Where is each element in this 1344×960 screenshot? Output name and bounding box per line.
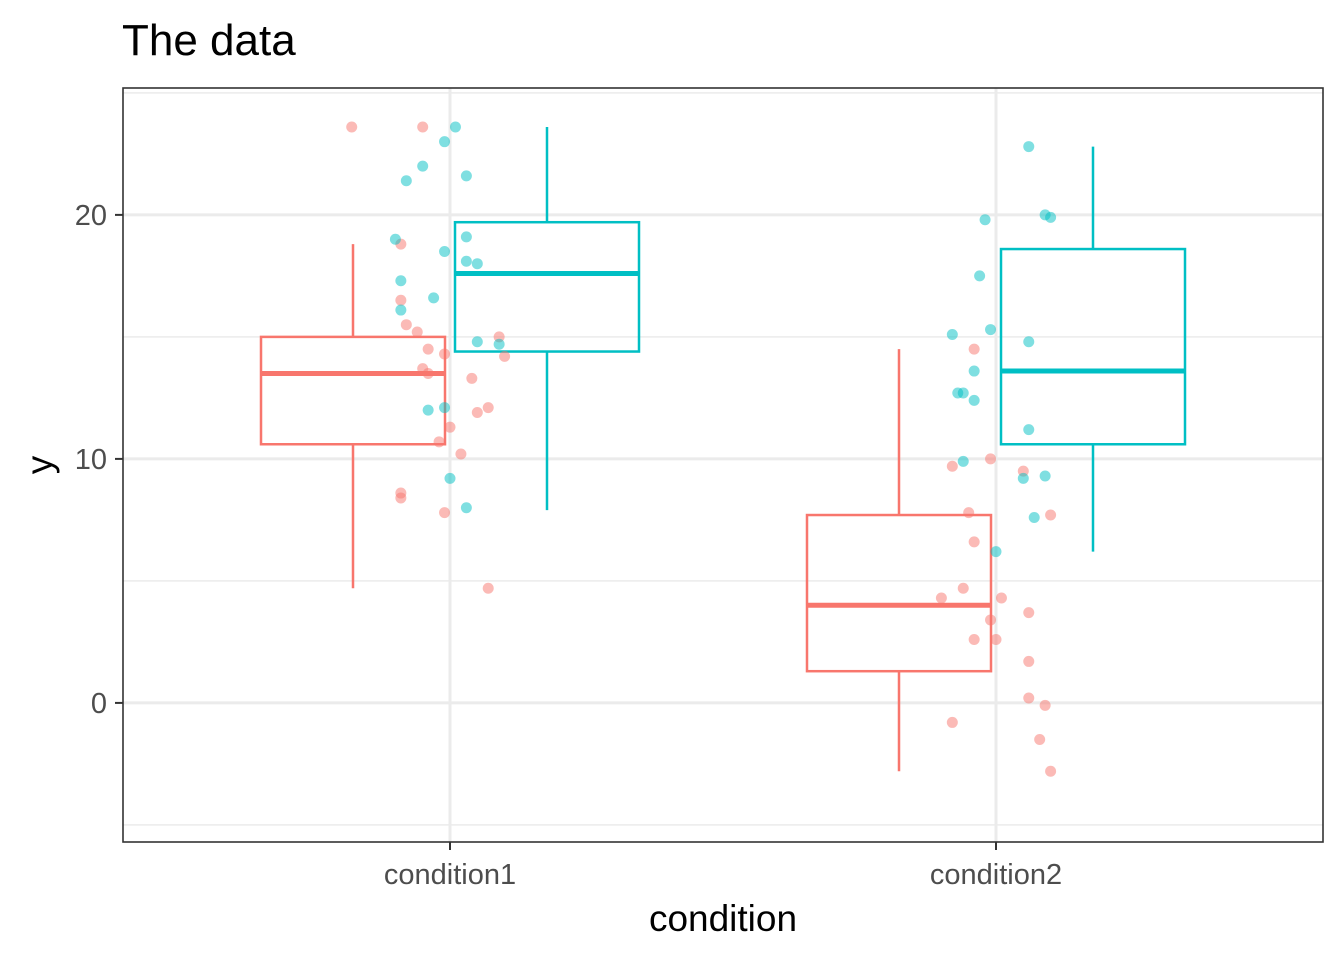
data-point [968, 365, 980, 377]
data-point [1045, 509, 1057, 521]
data-point [1017, 472, 1029, 484]
data-point [985, 614, 997, 626]
data-point [400, 175, 412, 187]
y-tick-label: 10 [75, 444, 107, 476]
data-point [439, 245, 451, 257]
data-point [482, 402, 494, 414]
data-point [471, 258, 483, 270]
data-point [400, 319, 412, 331]
data-point [1045, 765, 1057, 777]
x-tick-label: condition1 [384, 859, 516, 891]
data-point [1023, 692, 1035, 704]
data-point [460, 255, 472, 267]
data-point [968, 536, 980, 548]
data-point [935, 592, 947, 604]
box-iqr [259, 335, 447, 446]
data-point [417, 121, 429, 133]
data-point [395, 275, 407, 287]
data-point [460, 170, 472, 182]
data-point [979, 214, 991, 226]
data-point [946, 716, 958, 728]
data-point [482, 582, 494, 594]
data-point [968, 343, 980, 355]
x-axis-title: condition [649, 898, 797, 939]
data-point [493, 338, 505, 350]
data-point [990, 546, 1002, 558]
data-point [411, 326, 423, 338]
data-point [1039, 470, 1051, 482]
data-point [460, 502, 472, 514]
data-point [439, 348, 451, 360]
data-point [471, 336, 483, 348]
data-point [417, 160, 429, 172]
data-point [985, 324, 997, 336]
data-point [439, 136, 451, 148]
data-point [957, 387, 969, 399]
data-point [985, 453, 997, 465]
box-layer [259, 127, 1187, 772]
data-point [1023, 655, 1035, 667]
data-point [1028, 511, 1040, 523]
data-point [499, 350, 511, 362]
data-point [957, 582, 969, 594]
data-point [466, 372, 478, 384]
data-point [455, 448, 467, 460]
data-point [990, 633, 1002, 645]
axis-layer: 0 10 20 condition1 condition2 [75, 200, 1062, 891]
data-point [968, 394, 980, 406]
point-layer [346, 121, 1057, 777]
box-iqr [999, 247, 1187, 446]
data-point [1023, 141, 1035, 153]
data-point [995, 592, 1007, 604]
data-point [395, 304, 407, 316]
data-point [1034, 734, 1046, 746]
data-point [428, 292, 440, 304]
data-point [968, 633, 980, 645]
data-point [974, 270, 986, 282]
box-iqr [805, 513, 993, 673]
y-tick-label: 20 [75, 200, 107, 232]
data-point [1023, 607, 1035, 619]
data-point [433, 436, 445, 448]
data-point [439, 507, 451, 519]
data-point [395, 294, 407, 306]
data-point [346, 121, 358, 133]
data-point [422, 367, 434, 379]
data-point [946, 460, 958, 472]
chart-title: The data [122, 16, 296, 65]
data-point [395, 492, 407, 504]
y-tick-label: 0 [91, 688, 107, 720]
data-point [1023, 336, 1035, 348]
box-iqr [453, 220, 641, 353]
data-point [946, 328, 958, 340]
data-point [449, 121, 461, 133]
y-axis-title: y [19, 455, 60, 474]
grid-layer [123, 88, 1323, 842]
data-point [389, 233, 401, 245]
data-point [1045, 211, 1057, 223]
data-point [422, 404, 434, 416]
data-point [957, 455, 969, 467]
data-point [471, 407, 483, 419]
data-point [422, 343, 434, 355]
data-point [1039, 699, 1051, 711]
panel-border [122, 87, 1324, 843]
data-point [1023, 424, 1035, 436]
x-tick-label: condition2 [930, 859, 1062, 891]
data-point [444, 421, 456, 433]
data-point [963, 507, 975, 519]
data-point [439, 402, 451, 414]
data-point [444, 472, 456, 484]
data-point [460, 231, 472, 243]
